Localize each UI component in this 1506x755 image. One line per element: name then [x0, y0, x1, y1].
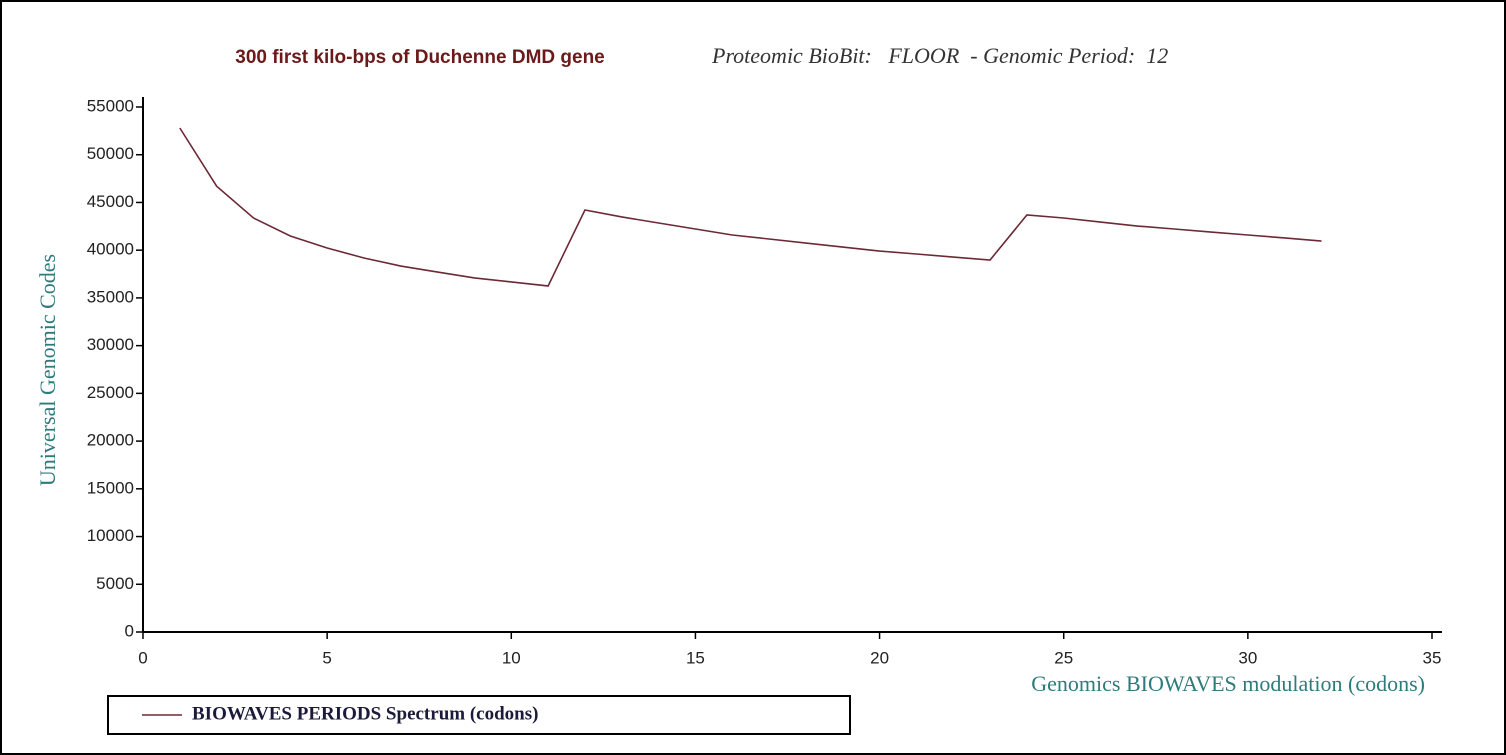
x-axis-label: Genomics BIOWAVES modulation (codons) [1031, 671, 1425, 696]
y-tick-label: 45000 [87, 192, 134, 211]
y-tick-label: 35000 [87, 287, 134, 306]
chart-title: 300 first kilo-bps of Duchenne DMD gene [235, 47, 605, 68]
x-tick-label: 30 [1238, 648, 1257, 667]
y-tick-label: 50000 [87, 144, 134, 163]
x-tick-label: 20 [870, 648, 889, 667]
y-tick-label: 30000 [87, 335, 134, 354]
y-tick-label: 15000 [87, 478, 134, 497]
y-tick-label: 25000 [87, 383, 134, 402]
y-tick-label: 0 [125, 621, 134, 640]
y-tick-label: 20000 [87, 431, 134, 450]
y-axis-label: Universal Genomic Codes [35, 254, 60, 486]
x-tick-label: 10 [502, 648, 521, 667]
y-tick-label: 40000 [87, 240, 134, 259]
legend-label: BIOWAVES PERIODS Spectrum (codons) [192, 703, 538, 724]
x-tick-label: 15 [686, 648, 705, 667]
x-tick-label: 0 [138, 648, 147, 667]
x-tick-label: 35 [1423, 648, 1442, 667]
legend-box [107, 695, 851, 735]
x-tick-label: 25 [1054, 648, 1073, 667]
data-line [179, 127, 1322, 287]
y-tick-label: 5000 [96, 574, 134, 593]
y-tick-label: 10000 [87, 526, 134, 545]
chart-subtitle: Proteomic BioBit: FLOOR - Genomic Period… [711, 43, 1168, 68]
y-tick-label: 55000 [87, 96, 134, 115]
x-tick-label: 5 [322, 648, 331, 667]
